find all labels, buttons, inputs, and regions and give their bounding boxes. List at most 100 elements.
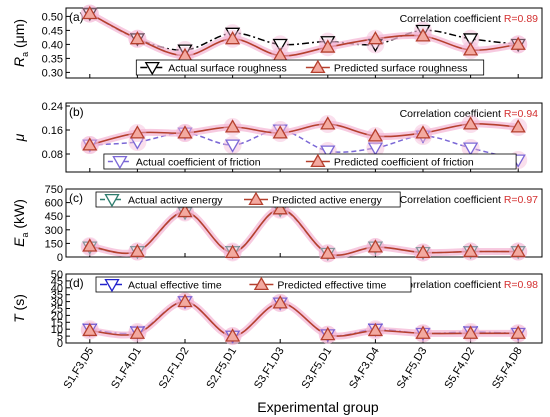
series-line bbox=[89, 208, 519, 256]
correlation-text: Correlation coefficient R=0.98 bbox=[400, 279, 539, 291]
x-category-label: S5,F4,D2 bbox=[442, 345, 477, 391]
y-tick-label: 10 bbox=[51, 324, 63, 336]
data-point bbox=[462, 142, 479, 156]
y-axis-label: Ra (μm) bbox=[11, 19, 30, 67]
data-point bbox=[367, 128, 384, 142]
y-tick-label: 15 bbox=[51, 317, 63, 329]
data-point bbox=[510, 119, 526, 133]
y-tick-label: 150 bbox=[45, 238, 63, 250]
data-point bbox=[510, 36, 526, 50]
x-category-label: S1,F4,D1 bbox=[109, 345, 144, 391]
legend-swatch-marker bbox=[112, 155, 128, 170]
series-line bbox=[89, 129, 519, 161]
y-axis-symbol: μ bbox=[11, 133, 27, 142]
data-point bbox=[462, 42, 479, 56]
y-tick-label: 0.30 bbox=[42, 67, 63, 79]
correlation-value: R=0.89 bbox=[504, 13, 538, 25]
legend-entry: Actual surface roughness bbox=[168, 62, 286, 74]
panel-1: 0.30 0.35 0.40 0.45 0.50 Ra (μm) (a) Correlatio… bbox=[11, 4, 543, 79]
y-tick-label: 0.50 bbox=[42, 11, 63, 23]
series-line bbox=[89, 300, 519, 337]
legend-swatch-marker bbox=[104, 193, 120, 208]
data-point bbox=[415, 325, 431, 339]
y-tick-label: 30 bbox=[51, 297, 63, 309]
data-point bbox=[462, 33, 479, 47]
legend-entry: Actual active energy bbox=[128, 194, 223, 206]
y-axis-unit: (μm) bbox=[11, 19, 27, 52]
correlation-label: Correlation coefficient bbox=[400, 13, 504, 25]
y-tick-label: 0.35 bbox=[42, 53, 63, 65]
panels: 0.30 0.35 0.40 0.45 0.50 Ra (μm) (a) Correlatio… bbox=[11, 4, 543, 350]
y-tick-label: 25 bbox=[51, 304, 63, 316]
data-point bbox=[320, 145, 336, 159]
data-point bbox=[320, 116, 336, 130]
series-line bbox=[89, 12, 519, 57]
y-tick-label: 600 bbox=[45, 198, 63, 210]
data-point bbox=[177, 203, 193, 218]
correlation-value: R=0.97 bbox=[504, 194, 538, 206]
panel-label: (b) bbox=[69, 105, 84, 119]
y-tick-label: 5 bbox=[57, 331, 63, 343]
y-tick-label: 750 bbox=[45, 184, 63, 196]
data-point bbox=[510, 243, 526, 258]
data-point bbox=[367, 239, 384, 253]
plot-frame bbox=[65, 188, 543, 258]
x-category-label: S3,F1,D3 bbox=[252, 345, 287, 391]
panel-label: (c) bbox=[69, 191, 83, 205]
data-point bbox=[82, 137, 98, 151]
panel-label: (a) bbox=[69, 10, 84, 24]
y-tick-label: 45 bbox=[51, 276, 63, 288]
x-axis-label: Experimental group bbox=[257, 399, 379, 415]
y-axis-subscript: a bbox=[20, 233, 30, 238]
legend: Actual active energy Predicted active ene… bbox=[95, 191, 401, 208]
legend-entry: Predicted coefficient of friction bbox=[334, 156, 474, 168]
y-tick-label: 20 bbox=[51, 310, 63, 322]
predicted-line-glow bbox=[86, 298, 522, 340]
data-point bbox=[367, 322, 384, 337]
legend: Actual coefficient of friction Predicted … bbox=[103, 153, 517, 170]
data-point bbox=[415, 125, 431, 139]
correlation-label: Correlation coefficient bbox=[400, 194, 504, 206]
data-point bbox=[129, 30, 146, 45]
legend: Actual surface roughness Predicted surfac… bbox=[135, 59, 485, 76]
data-point bbox=[272, 201, 288, 215]
predicted-line-glow bbox=[86, 205, 522, 259]
y-axis-symbol: T bbox=[11, 313, 27, 323]
data-point bbox=[415, 244, 431, 258]
legend-swatch-marker bbox=[253, 276, 270, 291]
correlation-value: R=0.94 bbox=[504, 108, 538, 120]
data-point bbox=[82, 322, 98, 337]
y-tick-label: 0.24 bbox=[42, 101, 63, 113]
panel-2: 0.08 0.16 0.24 μ (b) Correlation coefficient … bbox=[11, 101, 543, 173]
x-category-label: S2,F1,D2 bbox=[157, 345, 192, 391]
y-axis-symbol: R bbox=[11, 57, 27, 67]
data-point bbox=[510, 325, 526, 339]
y-axis-subscript: a bbox=[20, 52, 30, 57]
series-line bbox=[89, 123, 519, 146]
y-axis-symbol: E bbox=[11, 237, 27, 247]
x-category-label: S4,F5,D3 bbox=[395, 345, 430, 391]
data-point bbox=[462, 116, 479, 130]
legend-entry: Actual coefficient of friction bbox=[136, 156, 261, 168]
y-tick-label: 0.40 bbox=[42, 39, 63, 51]
legend-swatch-marker bbox=[104, 278, 120, 293]
data-point bbox=[177, 293, 193, 308]
y-axis-label: T (s) bbox=[11, 294, 27, 323]
correlation-text: Correlation coefficient R=0.94 bbox=[400, 108, 539, 120]
y-tick-label: 0 bbox=[57, 338, 63, 350]
legend-swatch-marker bbox=[144, 61, 160, 76]
y-axis-unit: (s) bbox=[11, 294, 27, 314]
plot-frame bbox=[65, 102, 543, 173]
panel-label: (d) bbox=[69, 276, 84, 290]
y-tick-label: 300 bbox=[45, 225, 63, 237]
correlation-text: Correlation coefficient R=0.97 bbox=[400, 194, 539, 206]
y-tick-label: 35 bbox=[51, 290, 63, 302]
legend: Actual effective time Predicted effective… bbox=[95, 276, 412, 293]
data-point bbox=[129, 243, 146, 258]
data-point bbox=[320, 245, 336, 259]
correlation-label: Correlation coefficient bbox=[400, 279, 504, 291]
data-point bbox=[272, 125, 288, 139]
x-category-label: S1,F3,D5 bbox=[62, 345, 97, 391]
